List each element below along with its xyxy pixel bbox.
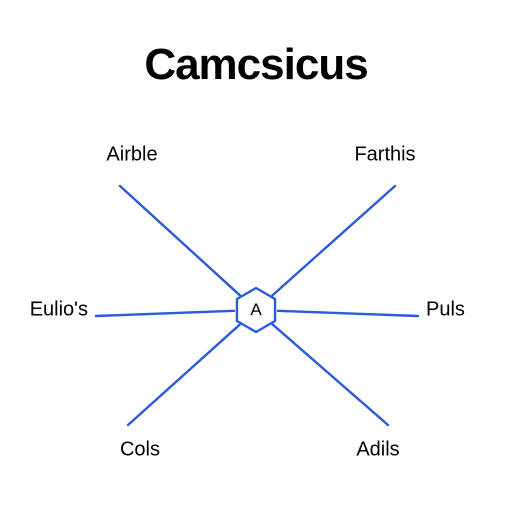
label-bottom-right: Adils (356, 439, 399, 462)
center-hexagon-letter: A (250, 300, 261, 320)
label-top-right: Farthis (354, 144, 415, 167)
label-top-left: Airble (106, 144, 157, 167)
diagram-container: Camcsicus A Airble Farthis Eulio's Puls … (0, 0, 512, 512)
label-mid-left: Eulio's (30, 299, 88, 322)
label-bottom-left: Cols (120, 439, 160, 462)
diagram-title: Camcsicus (0, 40, 512, 90)
label-mid-right: Puls (426, 299, 465, 322)
